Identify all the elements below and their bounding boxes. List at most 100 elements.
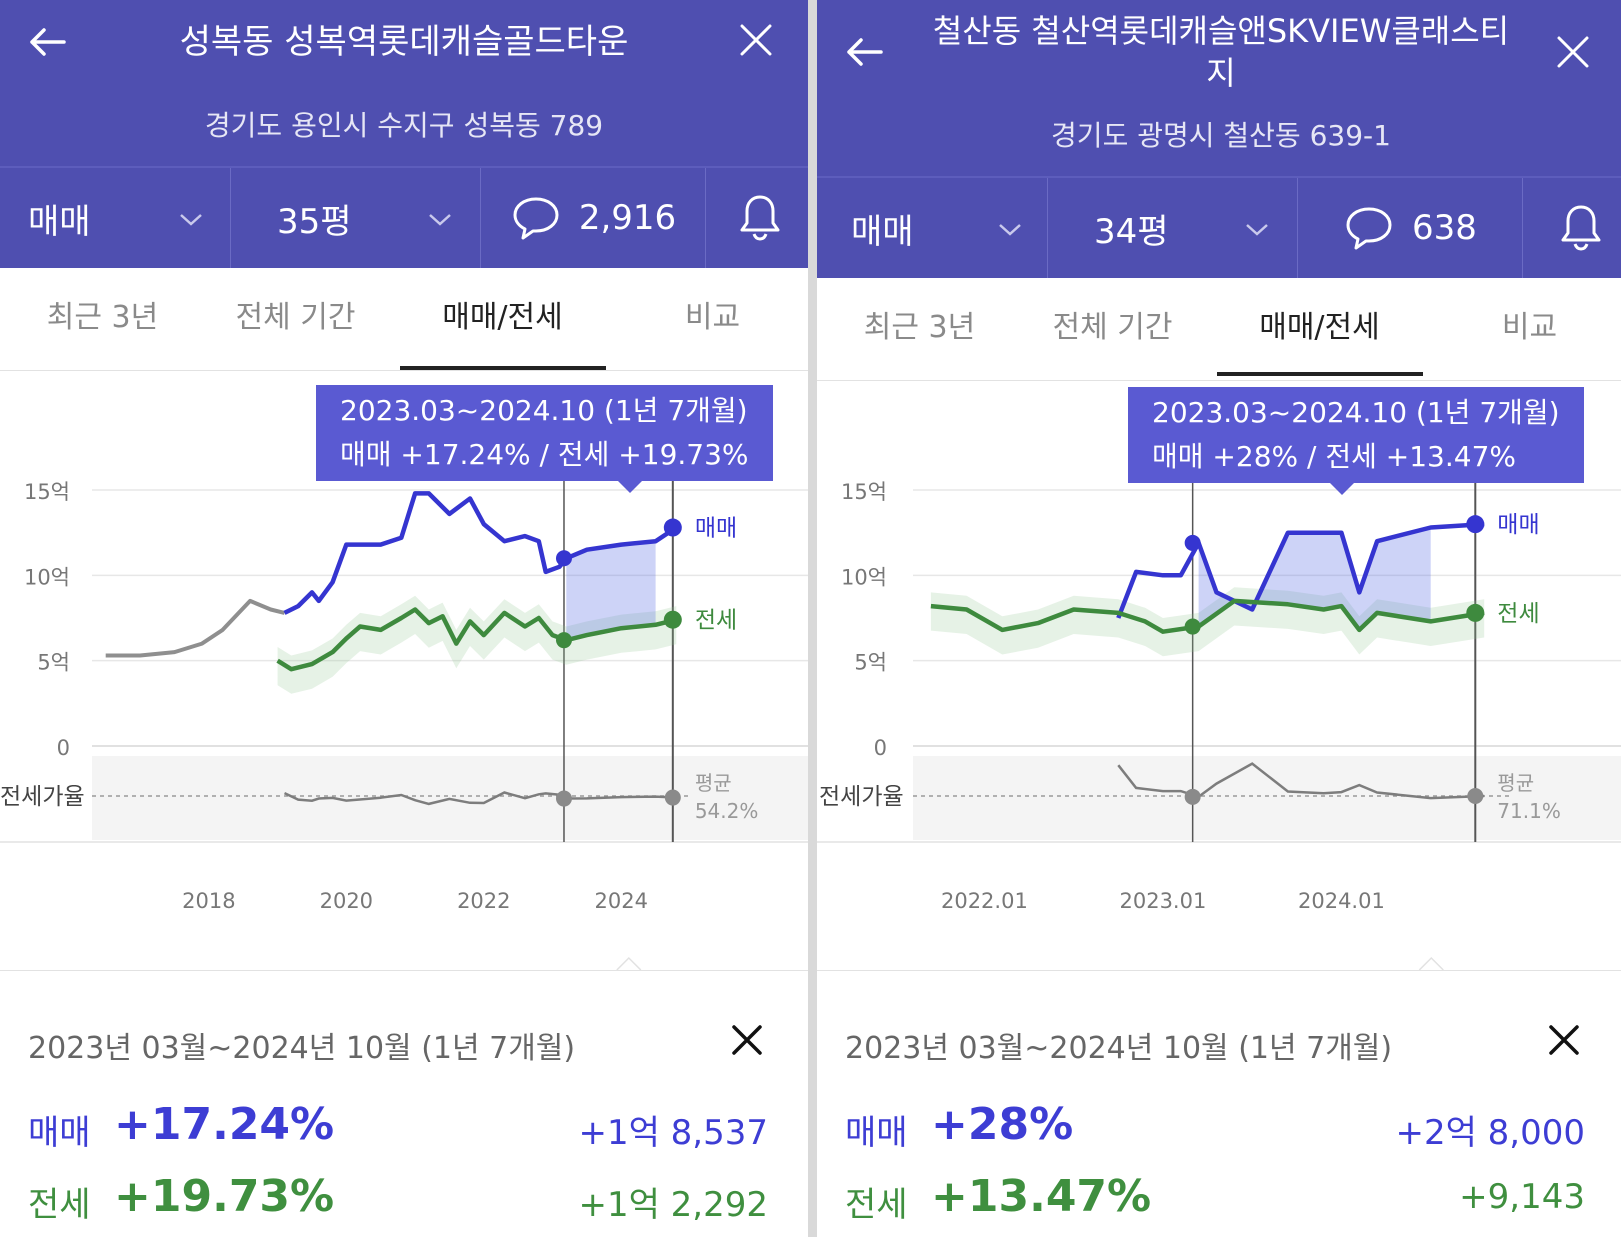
y-tick-label: 0: [874, 736, 887, 760]
apartment-title-line: 지: [1206, 54, 1236, 92]
ratio-start-point: [1184, 788, 1201, 805]
close-icon[interactable]: [1551, 30, 1595, 74]
close-icon[interactable]: [734, 18, 778, 62]
y-tick-label: 15억: [24, 480, 70, 504]
ratio-label: 전세가율: [0, 784, 85, 810]
size-label: 35평: [277, 201, 352, 242]
apartment-title: 성복동 성복역롯데캐슬골드타운: [110, 20, 698, 64]
ratio-band: [913, 756, 1621, 840]
apartment-panel-cheolsan: 철산동 철산역롯데캐슬앤SKVIEW클래스티 지 경기도 광명시 철산동 639…: [817, 0, 1621, 1237]
size-dropdown[interactable]: 34평: [1047, 178, 1298, 278]
selection-fill: [566, 541, 656, 641]
y-tick-label: 5억: [37, 651, 70, 675]
back-arrow-icon[interactable]: [24, 18, 72, 66]
tab-all-period[interactable]: 전체 기간: [1052, 310, 1173, 345]
close-icon[interactable]: [1547, 1023, 1581, 1057]
apartment-title-line: 성복동 성복역롯데캐슬골드타운: [179, 22, 629, 62]
address: 경기도 용인시 수지구 성복동 789: [204, 109, 604, 142]
header: 성복동 성복역롯데캐슬골드타운 경기도 용인시 수지구 성복동 789 매매 3…: [0, 0, 808, 268]
selection-tooltip: 2023.03~2024.10 (1년 7개월) 매매 +28% / 전세 +1…: [1128, 387, 1584, 495]
summary-percent: +28%: [931, 1099, 1074, 1150]
summary-label: 전세: [845, 1185, 908, 1225]
trade-type-label: 매매: [28, 201, 91, 242]
filter-bar: 매매 35평 2,916: [0, 166, 808, 268]
trade-type-dropdown[interactable]: 매매: [817, 178, 1047, 278]
bell-icon: [740, 195, 780, 241]
bell-icon: [1561, 205, 1601, 251]
period-tabs: 최근 3년 전체 기간 매매/전세 비교: [0, 268, 808, 371]
ratio-end-point: [664, 789, 681, 806]
size-dropdown[interactable]: 35평: [230, 168, 481, 268]
summary-label: 전세: [28, 1185, 91, 1225]
lease-start-point: [555, 632, 572, 649]
sale-line: [1116, 521, 1485, 619]
trade-type-dropdown[interactable]: 매매: [0, 168, 230, 268]
average-label: 평균: [695, 771, 732, 795]
active-tab-underline: [400, 366, 606, 370]
selection-fill: [1198, 527, 1431, 630]
comments-button[interactable]: 638: [1297, 178, 1523, 278]
apartment-panel-seongbok: 성복동 성복역롯데캐슬골드타운 경기도 용인시 수지구 성복동 789 매매 3…: [0, 0, 808, 1237]
chevron-down-icon: [1246, 224, 1268, 236]
change-summary: 2023년 03월~2024년 10월 (1년 7개월) 매매 +17.24% …: [0, 970, 808, 1237]
lease-line: [276, 607, 677, 672]
period-tabs: 최근 3년 전체 기간 매매/전세 비교: [817, 278, 1621, 381]
chevron-down-icon: [429, 214, 451, 226]
tab-all-period[interactable]: 전체 기간: [235, 300, 356, 335]
summary-row-lease: 전세 +19.73% +1억 2,292: [28, 1171, 768, 1231]
ratio-end-point: [1467, 788, 1484, 804]
summary-row-sale: 매매 +17.24% +1억 8,537: [28, 1099, 768, 1159]
trade-type-label: 매매: [851, 211, 914, 252]
x-tick-label: 2023.01: [1119, 889, 1206, 913]
x-tick-label: 2022.01: [941, 889, 1028, 913]
y-tick-label: 0: [57, 736, 70, 760]
tab-sale-lease[interactable]: 매매/전세: [442, 300, 563, 335]
summary-amount: +9,143: [1459, 1177, 1585, 1217]
summary-percent: +17.24%: [114, 1099, 335, 1150]
notification-button[interactable]: [1522, 178, 1621, 278]
lease-series-label: 전세: [695, 608, 737, 634]
tab-compare[interactable]: 비교: [1501, 310, 1558, 345]
tab-recent-3y[interactable]: 최근 3년: [863, 310, 976, 345]
header: 철산동 철산역롯데캐슬앤SKVIEW클래스티 지 경기도 광명시 철산동 639…: [817, 0, 1621, 278]
tab-sale-lease[interactable]: 매매/전세: [1259, 310, 1380, 345]
ratio-line: [1117, 762, 1485, 800]
back-arrow-icon[interactable]: [841, 28, 889, 76]
tab-recent-3y[interactable]: 최근 3년: [46, 300, 159, 335]
comment-count: 2,916: [578, 198, 677, 238]
summary-row-sale: 매매 +28% +2억 8,000: [845, 1099, 1585, 1159]
lease-range-band: [277, 595, 677, 694]
summary-label: 매매: [845, 1113, 908, 1153]
y-tick-label: 10억: [24, 565, 70, 589]
summary-percent: +13.47%: [931, 1171, 1152, 1222]
summary-period: 2023년 03월~2024년 10월 (1년 7개월): [28, 1031, 576, 1066]
x-tick-label: 2024: [595, 889, 648, 913]
sale-end-point: [663, 518, 682, 537]
address: 경기도 광명시 철산동 639-1: [1051, 119, 1391, 152]
change-summary: 2023년 03월~2024년 10월 (1년 7개월) 매매 +28% +2억…: [817, 970, 1621, 1237]
close-icon[interactable]: [730, 1023, 764, 1057]
tab-compare[interactable]: 비교: [684, 300, 741, 335]
summary-percent: +19.73%: [114, 1171, 335, 1222]
y-tick-label: 15억: [841, 480, 887, 504]
average-value: 71.1%: [1497, 799, 1561, 823]
comment-icon: [513, 197, 559, 240]
summary-amount: +2억 8,000: [1395, 1113, 1585, 1153]
tooltip-arrow: [618, 481, 642, 493]
summary-amount: +1억 8,537: [578, 1113, 768, 1153]
sale-line: [283, 491, 678, 615]
lease-start-point: [1184, 618, 1201, 635]
size-label: 34평: [1094, 211, 1169, 252]
sale-start-point: [1184, 534, 1201, 551]
comments-button[interactable]: 2,916: [480, 168, 706, 268]
x-tick-label: 2018: [182, 889, 235, 913]
apartment-title-line: 철산동 철산역롯데캐슬앤SKVIEW클래스티: [932, 12, 1510, 50]
notification-button[interactable]: [705, 168, 808, 268]
ratio-label: 전세가율: [819, 784, 904, 810]
filter-bar: 매매 34평 638: [817, 176, 1621, 278]
comment-icon: [1346, 207, 1392, 250]
lease-end-point: [663, 610, 682, 629]
summary-pointer: [616, 956, 642, 971]
